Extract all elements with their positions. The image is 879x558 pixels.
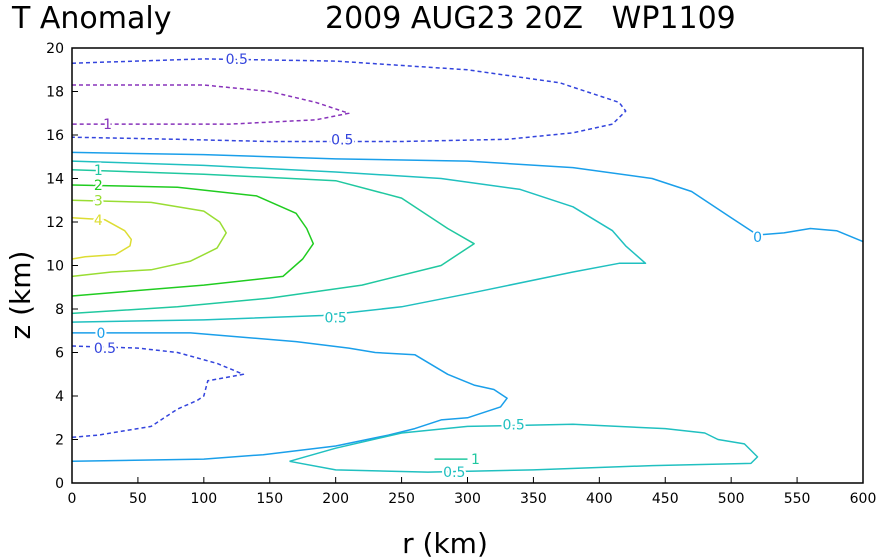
x-axis-label: r (km) <box>402 527 488 558</box>
y-axis-label: z (km) <box>4 251 37 340</box>
x-tick-label: 50 <box>129 491 147 507</box>
contour-label: 0.5 <box>443 465 465 481</box>
y-tick-label: 6 <box>55 346 64 362</box>
contour-4-main <box>71 216 133 260</box>
contour-neg1-upper <box>72 84 350 125</box>
x-tick-label: 500 <box>718 491 745 507</box>
y-tick-label: 12 <box>46 215 64 231</box>
x-tick-label: 250 <box>388 491 415 507</box>
y-tick-label: 20 <box>46 41 64 57</box>
contour-label: 2 <box>94 178 103 194</box>
contour-3-main <box>71 199 227 278</box>
contour-neg0.5-upper <box>71 58 627 143</box>
contour-0-lower <box>71 332 508 463</box>
y-tick-label: 2 <box>55 433 64 449</box>
y-tick-label: 16 <box>46 128 64 144</box>
x-tick-label: 450 <box>652 491 679 507</box>
contour-layer <box>71 58 864 473</box>
contour-label: 0.5 <box>94 341 116 357</box>
contour-0.5-lower <box>289 423 759 473</box>
y-tick-label: 18 <box>46 85 64 101</box>
y-tick-label: 14 <box>46 172 64 188</box>
x-tick-label: 550 <box>784 491 811 507</box>
x-axis-ticks: 0 50 100 150 200 250 300 350 400 450 500 550 600 <box>68 477 877 507</box>
contour-label: 1 <box>103 117 112 133</box>
x-tick-label: 300 <box>454 491 481 507</box>
contour-label: 1 <box>94 163 103 179</box>
contour-2-main <box>71 184 315 297</box>
y-tick-label: 8 <box>55 302 64 318</box>
contour-0-main <box>71 151 864 243</box>
contour-label: 0.5 <box>226 52 248 68</box>
contour-label: 3 <box>94 193 103 209</box>
contour-label: 1 <box>471 452 480 468</box>
x-tick-label: 0 <box>68 491 77 507</box>
contour-neg0.5-lower <box>71 345 245 439</box>
y-axis-ticks: 0 2 4 6 8 10 12 14 16 18 20 <box>46 41 78 492</box>
x-tick-label: 400 <box>586 491 613 507</box>
contour-label: 0.5 <box>503 417 525 433</box>
x-tick-label: 200 <box>322 491 349 507</box>
y-tick-label: 0 <box>55 476 64 492</box>
x-tick-label: 350 <box>520 491 547 507</box>
contour-1-main <box>71 169 475 315</box>
x-tick-label: 600 <box>850 491 877 507</box>
y-tick-label: 4 <box>55 389 64 405</box>
contour-label: 0 <box>97 326 106 342</box>
chart-title-left: T Anomaly <box>11 1 171 36</box>
y-tick-label: 10 <box>46 259 64 275</box>
contour-label: 4 <box>94 213 103 229</box>
contour-label: 0.5 <box>325 311 347 327</box>
contour-label: 0 <box>753 230 762 246</box>
contour-label: 0.5 <box>331 132 353 148</box>
contour-0.5-main <box>71 160 647 323</box>
chart-title-right: 2009 AUG23 20Z WP1109 <box>325 1 736 36</box>
x-tick-label: 150 <box>256 491 283 507</box>
x-tick-label: 100 <box>190 491 217 507</box>
